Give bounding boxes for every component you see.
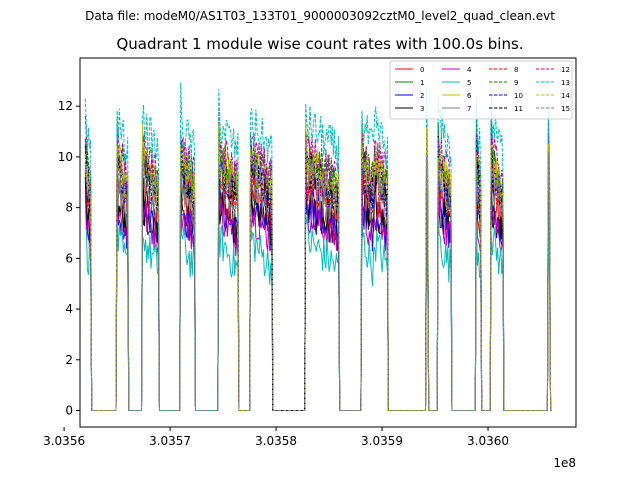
legend-label-2: 2 [420,92,424,100]
legend-label-8: 8 [514,66,518,74]
axes-frame [79,57,577,428]
y-tick-label: 2 [65,353,73,367]
legend-label-9: 9 [514,79,518,87]
series-lines [84,82,552,411]
legend-label-10: 10 [514,92,523,100]
x-offset-text: 1e8 [553,456,576,470]
x-tick-label: 3.0359 [361,434,403,448]
legend-box [389,60,573,120]
legend-label-12: 12 [561,66,570,74]
legend-label-6: 6 [467,92,472,100]
x-tick-label: 3.0360 [467,434,509,448]
y-tick-label: 8 [65,201,73,215]
x-tick-label: 3.0356 [43,434,85,448]
y-tick-label: 0 [65,404,73,418]
y-tick-label: 12 [58,99,73,113]
legend-label-7: 7 [467,105,471,113]
legend-label-11: 11 [514,105,523,113]
x-tick-label: 3.0358 [255,434,297,448]
legend-label-5: 5 [467,79,471,87]
series-line-14 [84,120,552,411]
chart-title: Quadrant 1 module wise count rates with … [116,35,524,53]
y-tick-label: 10 [58,150,73,164]
y-tick-label: 6 [65,251,73,265]
legend-label-13: 13 [561,79,570,87]
legend-label-0: 0 [420,66,424,74]
legend-label-4: 4 [467,66,472,74]
figure-suptitle: Data file: modeM0/AS1T03_133T01_90000030… [85,9,555,23]
axis-ticks: 3.0356 3.0357 3.0358 3.0359 3.0360 0 2 4 6 8 10 12 [43,99,509,448]
x-tick-label: 3.0357 [149,434,191,448]
legend-label-3: 3 [420,105,424,113]
y-tick-label: 4 [65,302,73,316]
legend-label-1: 1 [420,79,424,87]
legend-label-14: 14 [561,92,570,100]
legend-label-15: 15 [561,105,570,113]
